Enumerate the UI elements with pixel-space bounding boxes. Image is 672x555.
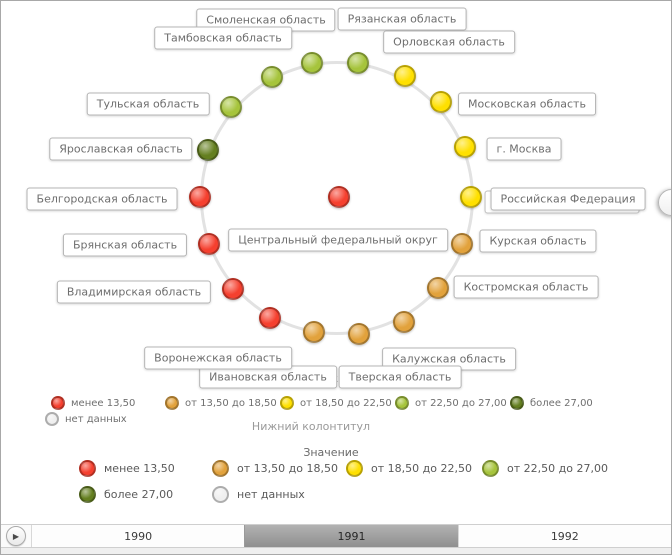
legend-item: от 22,50 до 27,00	[395, 396, 507, 410]
legend-dot	[510, 396, 524, 410]
region-node[interactable]	[394, 65, 416, 87]
region-node-label[interactable]: г. Москва	[486, 137, 562, 161]
legend-dot	[79, 460, 96, 477]
timeline-slider: ▶ 1990 1991 1992	[1, 524, 671, 548]
legend-label: более 27,00	[530, 397, 593, 409]
legend-dot	[45, 412, 59, 426]
legend-title: Значение	[303, 446, 359, 459]
chart-footer-placeholder: Нижний колонтитул	[251, 420, 371, 433]
legend-label: нет данных	[237, 488, 305, 501]
region-node-label[interactable]: Владимирская область	[56, 280, 212, 304]
legend-item-no-data: нет данных	[212, 486, 305, 503]
play-button-area: ▶	[1, 525, 31, 547]
region-node-label[interactable]: Калужская область	[382, 347, 516, 371]
region-node-label[interactable]: Орловская область	[383, 30, 515, 54]
region-node[interactable]	[347, 52, 369, 74]
legend-dot	[346, 460, 363, 477]
legend-item: более 27,00	[510, 396, 593, 410]
region-node-label[interactable]: Курская область	[479, 229, 597, 253]
legend-dot	[395, 396, 409, 410]
legend-item: от 18,50 до 22,50	[280, 396, 392, 410]
legend-dot	[79, 486, 96, 503]
legend-dot	[165, 396, 179, 410]
legend-item: более 27,00	[79, 486, 173, 503]
region-node[interactable]	[198, 233, 220, 255]
center-node-label[interactable]: Центральный федеральный округ	[228, 228, 448, 252]
region-node-label[interactable]: Рязанская область	[337, 7, 467, 31]
legend-label: от 13,50 до 18,50	[185, 397, 277, 409]
region-node-label[interactable]: Ярославская область	[49, 137, 193, 161]
legend-dot	[212, 460, 229, 477]
region-node-label[interactable]: Тамбовская область	[154, 26, 292, 50]
region-node-label[interactable]: Тульская область	[86, 92, 210, 116]
region-node[interactable]	[451, 233, 473, 255]
legend-label: более 27,00	[104, 488, 174, 501]
region-node[interactable]	[460, 186, 482, 208]
legend-dot	[482, 460, 499, 477]
timeline-year-1991-selected[interactable]: 1991	[244, 525, 458, 547]
region-node-label[interactable]: Брянская область	[62, 233, 188, 257]
region-node[interactable]	[222, 278, 244, 300]
center-node[interactable]	[328, 186, 350, 208]
region-node[interactable]	[197, 139, 219, 161]
timeline-year-1990[interactable]: 1990	[31, 525, 245, 547]
region-node-label[interactable]: Ивановская область	[199, 365, 337, 389]
legend-item: от 22,50 до 27,00	[482, 460, 608, 477]
legend-dot	[51, 396, 65, 410]
legend-item: от 18,50 до 22,50	[346, 460, 472, 477]
play-button[interactable]: ▶	[6, 526, 26, 546]
timeline-year-1992[interactable]: 1992	[457, 525, 671, 547]
legend-item: менее 13,50	[79, 460, 175, 477]
region-node[interactable]	[259, 307, 281, 329]
panel-toggle-button[interactable]	[658, 189, 671, 216]
legend-item-no-data: нет данных	[45, 412, 127, 426]
region-node-label[interactable]: Белгородская область	[26, 187, 178, 211]
region-node-label[interactable]: Российская Федерация	[490, 187, 646, 211]
legend-item: от 13,50 до 18,50	[165, 396, 277, 410]
region-node-label[interactable]: Воронежская область	[144, 346, 292, 370]
region-node-label[interactable]: Московская область	[458, 92, 596, 116]
region-node[interactable]	[261, 66, 283, 88]
legend-label: от 13,50 до 18,50	[237, 462, 338, 475]
region-node[interactable]	[189, 186, 211, 208]
bottom-strip	[1, 548, 671, 554]
legend-label: от 22,50 до 27,00	[507, 462, 608, 475]
region-node[interactable]	[427, 277, 449, 299]
region-node[interactable]	[348, 323, 370, 345]
legend-label: от 18,50 до 22,50	[371, 462, 472, 475]
legend-label: от 22,50 до 27,00	[415, 397, 507, 409]
region-node[interactable]	[430, 91, 452, 113]
region-node[interactable]	[303, 321, 325, 343]
region-node[interactable]	[220, 96, 242, 118]
legend-label: нет данных	[65, 413, 127, 425]
region-node[interactable]	[301, 52, 323, 74]
region-node-label[interactable]: Костромская область	[453, 275, 599, 299]
legend-label: менее 13,50	[104, 462, 175, 475]
legend-label: от 18,50 до 22,50	[300, 397, 392, 409]
region-node[interactable]	[454, 136, 476, 158]
legend-item: менее 13,50	[51, 396, 135, 410]
legend-item: от 13,50 до 18,50	[212, 460, 338, 477]
region-node-label[interactable]: Тверская область	[338, 365, 462, 389]
legend-dot	[280, 396, 294, 410]
legend-dot	[212, 486, 229, 503]
play-icon: ▶	[12, 531, 20, 541]
legend-label: менее 13,50	[71, 397, 136, 409]
region-node[interactable]	[393, 311, 415, 333]
